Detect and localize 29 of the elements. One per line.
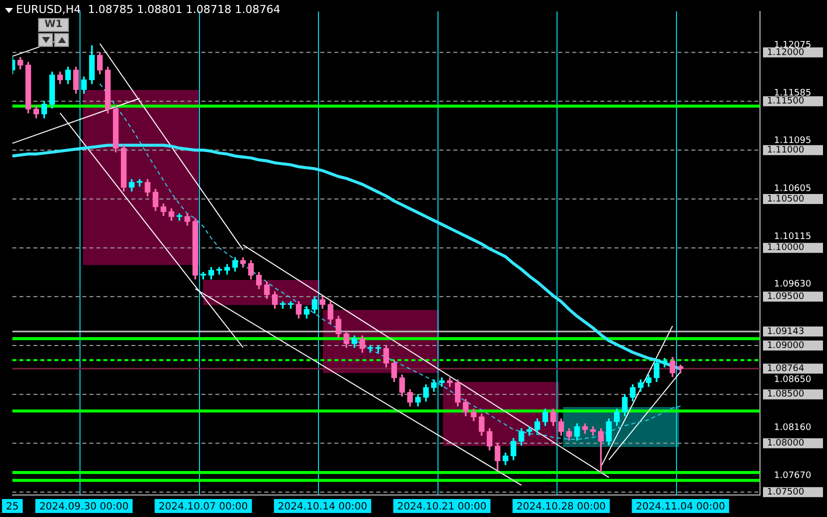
y-tick-label: 1.08650 [774, 375, 812, 386]
chart-title: EURUSD,H4 1.08785 1.08801 1.08718 1.08764 [16, 3, 280, 16]
annotation: W1 [38, 18, 69, 32]
x-tick-label: 25 [6, 502, 19, 513]
ref-line-label: 1.12000 [767, 48, 804, 58]
x-tick-label: 2024.10.28 00:00 [516, 502, 606, 513]
ref-line-label: 1.11000 [767, 145, 804, 156]
y-tick-label: 1.10115 [774, 232, 812, 242]
y-tick-label: 1.11585 [774, 88, 812, 98]
x-tick-label: 2024.11.04 00:00 [636, 502, 726, 513]
y-tick-label: 1.11095 [774, 136, 812, 146]
y-tick-label: 1.08160 [774, 422, 812, 433]
ref-line-label: 1.07500 [767, 487, 804, 498]
y-tick-label: 1.10605 [774, 184, 812, 194]
ref-line-label: 1.09500 [767, 292, 804, 302]
ref-line-label: 1.08764 [767, 364, 804, 374]
x-tick-label: 2024.10.21 00:00 [397, 502, 486, 513]
x-tick-label: 2024.10.14 00:00 [278, 502, 368, 513]
ref-line-label: 1.11500 [767, 96, 804, 107]
ref-line-label: 1.09000 [767, 340, 804, 351]
y-tick-label: 1.09630 [774, 279, 812, 290]
ref-line-label: 1.08500 [767, 390, 804, 400]
y-tick-label: 1.07670 [774, 470, 812, 481]
ref-line-label: 1.09143 [767, 326, 804, 337]
ref-line-label: 1.08000 [767, 438, 804, 449]
x-tick-label: 2024.10.07 00:00 [158, 502, 248, 513]
ref-line-label: 1.10500 [767, 194, 804, 204]
ref-line-label: 1.10000 [767, 243, 804, 254]
x-tick-label: 2024.09.30 00:00 [39, 502, 129, 513]
